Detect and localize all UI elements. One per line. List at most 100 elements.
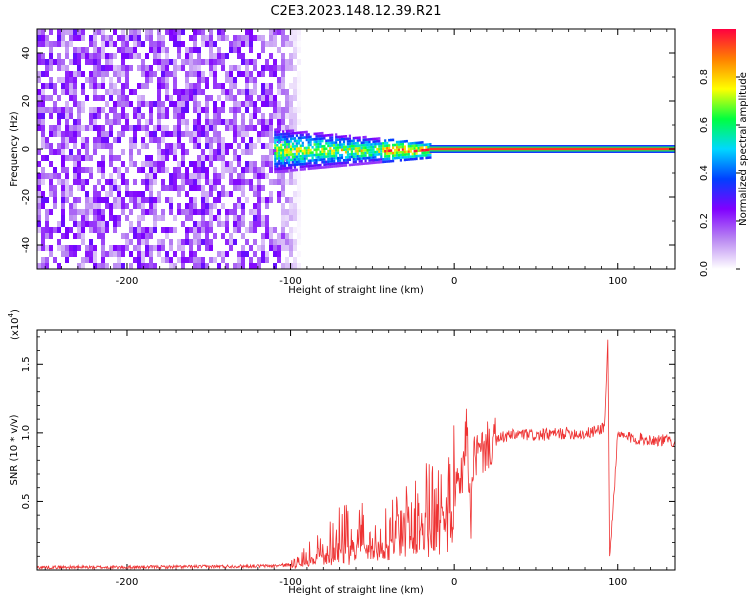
heatmap-cell: [293, 147, 296, 151]
heatmap-cell: [121, 245, 125, 251]
heatmap-cell: [77, 179, 81, 185]
heatmap-cell: [299, 149, 302, 153]
heatmap-cell: [69, 29, 73, 35]
heatmap-cell: [157, 113, 161, 119]
heatmap-cell: [229, 77, 233, 83]
heatmap-cell: [193, 65, 197, 71]
heatmap-cell: [362, 136, 365, 139]
heatmap-cell: [364, 143, 367, 147]
heatmap-cell: [145, 173, 149, 179]
heatmap-cell: [209, 47, 213, 53]
heatmap-cell: [233, 113, 237, 119]
heatmap-cell: [278, 149, 281, 152]
heatmap-cell: [265, 41, 269, 47]
heatmap-cell: [315, 156, 318, 159]
heatmap-cell: [280, 159, 283, 163]
heatmap-cell: [57, 95, 61, 101]
heatmap-cell: [97, 197, 101, 203]
heatmap-cell: [189, 215, 193, 221]
heatmap-cell: [333, 141, 336, 144]
heatmap-cell: [101, 137, 105, 143]
heatmap-cell: [253, 77, 257, 83]
heatmap-cell: [364, 159, 367, 163]
heatmap-cell: [125, 35, 129, 41]
heatmap-cell: [109, 119, 113, 125]
heatmap-cell: [161, 83, 165, 89]
heatmap-cell: [113, 221, 117, 227]
heatmap-cell: [217, 251, 221, 257]
heatmap-cell: [257, 71, 261, 77]
heatmap-cell: [37, 245, 41, 251]
colorbar-tick-label: 0.0: [699, 261, 710, 277]
heatmap-cell: [221, 251, 225, 257]
heatmap-cell: [282, 143, 285, 147]
heatmap-cell: [169, 71, 173, 77]
heatmap-cell: [201, 89, 205, 95]
heatmap-cell: [285, 107, 289, 113]
heatmap-cell: [45, 41, 49, 47]
heatmap-cell: [249, 125, 253, 131]
heatmap-cell: [339, 162, 342, 165]
heatmap-cell: [137, 221, 141, 227]
heatmap-cell: [237, 251, 241, 257]
heatmap-cell: [245, 101, 249, 107]
heatmap-cell: [245, 29, 249, 35]
heatmap-cell: [368, 153, 371, 157]
heatmap-cell: [237, 185, 241, 191]
heatmap-cell: [197, 185, 201, 191]
heatmap-cell: [213, 125, 217, 131]
heatmap-cell: [342, 164, 346, 167]
heatmap-cell: [278, 128, 281, 131]
heatmap-cell: [241, 191, 245, 197]
heatmap-cell: [97, 65, 101, 71]
heatmap-cell: [277, 107, 281, 113]
heatmap-cell: [81, 179, 85, 185]
heatmap-cell: [277, 197, 281, 203]
heatmap-cell: [113, 197, 117, 203]
heatmap-cell: [237, 101, 241, 107]
heatmap-cell: [173, 29, 177, 35]
heatmap-cell: [360, 141, 363, 145]
heatmap-cell: [101, 233, 105, 239]
heatmap-cell: [277, 245, 281, 251]
heatmap-cell: [315, 166, 318, 170]
heatmap-cell: [301, 160, 304, 163]
heatmap-cell: [141, 95, 145, 101]
heatmap-cell: [41, 83, 45, 89]
heatmap-cell: [105, 137, 109, 143]
heatmap-cell: [221, 155, 225, 161]
heatmap-cell: [229, 119, 233, 125]
heatmap-cell: [281, 215, 285, 221]
heatmap-cell: [69, 245, 73, 251]
heatmap-cell: [193, 257, 197, 263]
heatmap-cell: [61, 209, 65, 215]
heatmap-cell: [141, 179, 145, 185]
heatmap-cell: [245, 149, 249, 155]
heatmap-cell: [221, 29, 225, 35]
heatmap-cell: [97, 233, 101, 239]
heatmap-cell: [370, 156, 373, 159]
heatmap-cell: [333, 154, 336, 158]
heatmap-cell: [93, 83, 97, 89]
heatmap-cell: [335, 133, 338, 136]
heatmap-cell: [305, 149, 308, 152]
heatmap-cell: [281, 71, 285, 77]
heatmap-cell: [323, 160, 326, 164]
heatmap-cell: [165, 53, 169, 59]
heatmap-cell: [197, 155, 201, 161]
heatmap-cell: [49, 191, 53, 197]
heatmap-cell: [261, 245, 265, 251]
heatmap-cell: [77, 71, 81, 77]
heatmap-cell: [69, 83, 73, 89]
heatmap-cell: [141, 167, 145, 173]
heatmap-cell: [340, 138, 344, 141]
heatmap-cell: [97, 95, 101, 101]
heatmap-cell: [189, 65, 193, 71]
heatmap-cell: [253, 167, 257, 173]
y-tick-label: 20: [21, 95, 32, 108]
heatmap-cell: [261, 119, 265, 125]
heatmap-cell: [69, 155, 73, 161]
heatmap-cell: [233, 221, 237, 227]
heatmap-cell: [280, 151, 283, 155]
heatmap-cell: [117, 251, 121, 257]
